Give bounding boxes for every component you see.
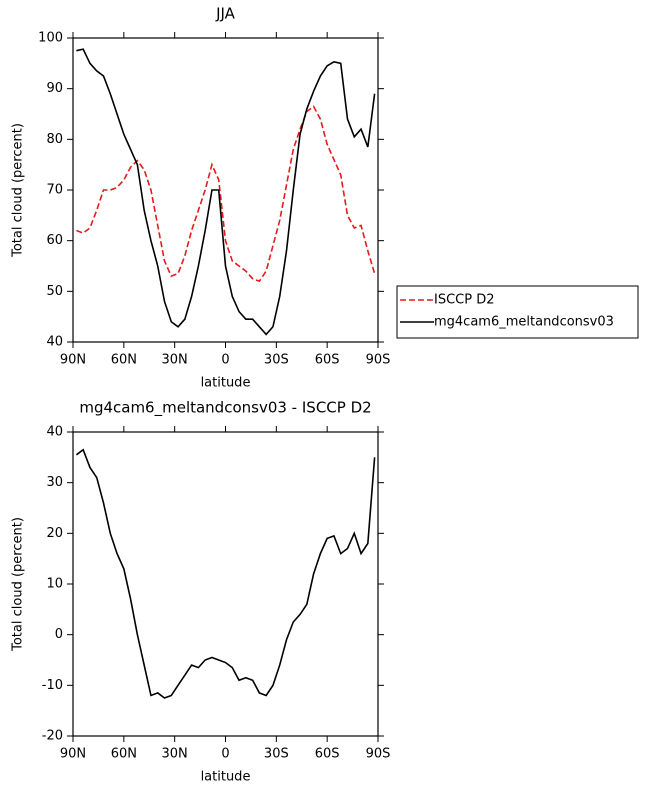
y-tick-label: 60 — [46, 233, 63, 248]
x-tick-label: 30N — [162, 353, 188, 368]
x-tick-label: 30S — [264, 747, 289, 762]
y-tick-label: 100 — [38, 31, 63, 46]
data-line — [76, 105, 376, 283]
legend-box — [396, 285, 639, 339]
legend-label: mg4cam6_meltandconsv03 — [434, 315, 614, 330]
y-tick-label: 90 — [46, 81, 63, 96]
x-tick-label: 60S — [315, 747, 340, 762]
x-axis-label: latitude — [201, 770, 251, 785]
x-tick-label: 60N — [111, 353, 137, 368]
plot-frame — [72, 431, 379, 737]
y-tick-label: 20 — [46, 526, 63, 541]
x-tick-label: 60N — [111, 747, 137, 762]
x-tick-label: 90N — [60, 353, 86, 368]
x-tick-label: 0 — [221, 747, 229, 762]
y-tick-label: -10 — [42, 678, 63, 693]
legend-label: ISCCP D2 — [434, 293, 495, 308]
x-tick-label: 30N — [162, 747, 188, 762]
chart-title: JJA — [215, 5, 236, 23]
plot-frame — [72, 37, 379, 343]
y-tick-label: 0 — [55, 627, 63, 642]
x-tick-label: 90S — [366, 747, 391, 762]
y-tick-label: 10 — [46, 577, 63, 592]
y-axis-label: Total cloud (percent) — [11, 123, 26, 258]
x-tick-label: 30S — [264, 353, 289, 368]
x-tick-label: 60S — [315, 353, 340, 368]
chart-title: mg4cam6_meltandconsv03 - ISCCP D2 — [79, 399, 371, 418]
y-tick-label: 80 — [46, 132, 63, 147]
y-tick-label: 40 — [46, 335, 63, 350]
y-tick-label: 70 — [46, 183, 63, 198]
x-tick-label: 90N — [60, 747, 86, 762]
x-tick-label: 90S — [366, 353, 391, 368]
data-line — [76, 48, 376, 336]
x-tick-label: 0 — [221, 353, 229, 368]
y-tick-label: 30 — [46, 475, 63, 490]
x-axis-label: latitude — [201, 376, 251, 391]
y-tick-label: 50 — [46, 284, 63, 299]
y-tick-label: -20 — [42, 729, 63, 744]
y-axis-label: Total cloud (percent) — [11, 517, 26, 652]
data-line — [75, 448, 376, 699]
y-tick-label: 40 — [46, 425, 63, 440]
